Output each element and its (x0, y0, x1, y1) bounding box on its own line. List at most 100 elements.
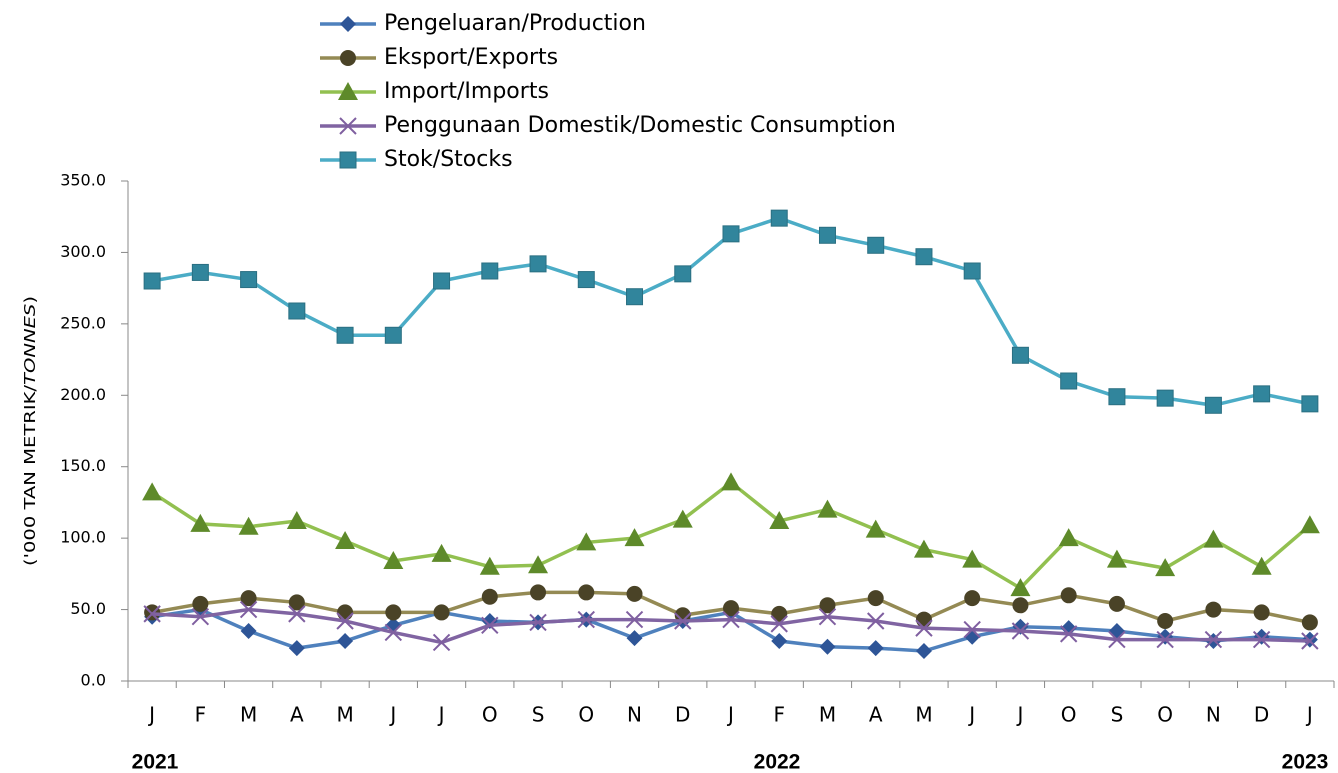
series-line (151, 480, 1312, 591)
y-tick-label: 150.0 (60, 456, 106, 475)
x-tick-label: S (532, 703, 545, 727)
marker (431, 543, 452, 562)
x-tick-label: M (336, 703, 353, 727)
marker (1203, 529, 1224, 548)
marker (818, 226, 836, 244)
marker (433, 272, 451, 290)
marker (625, 610, 644, 629)
legend-label: Pengeluaran/Production (384, 11, 646, 36)
marker (674, 612, 692, 630)
marker (819, 638, 836, 655)
y-label-part: ) (21, 296, 39, 304)
marker (1060, 587, 1077, 604)
marker (1157, 613, 1174, 629)
y-tick-label: 350.0 (60, 171, 106, 190)
marker (384, 623, 403, 642)
x-tick-label: O (578, 703, 594, 727)
marker (481, 262, 499, 280)
y-axis-label: ('000 TAN METRIK/TONNES) (21, 296, 39, 566)
marker (578, 584, 595, 601)
x-tick-label: J (388, 703, 396, 727)
x-tick-label: F (195, 703, 207, 727)
marker (722, 225, 740, 243)
marker (769, 511, 790, 529)
legend-marker (339, 117, 357, 135)
marker (286, 511, 307, 529)
marker (818, 608, 837, 626)
marker (336, 326, 354, 344)
marker (240, 271, 258, 289)
marker (626, 630, 643, 647)
marker (962, 549, 983, 568)
marker (674, 265, 692, 283)
marker (190, 513, 211, 532)
year-label: 2021 (132, 751, 179, 773)
legend-label: Import/Imports (384, 79, 549, 104)
marker (1253, 628, 1270, 645)
marker (1058, 528, 1079, 547)
x-tick-label: J (1015, 703, 1023, 727)
legend-label: Stok/Stocks (384, 147, 513, 172)
legend-label: Penggunaan Domestik/Domestic Consumption (384, 113, 896, 138)
legend-marker (340, 16, 356, 32)
marker (577, 610, 595, 629)
marker (626, 288, 644, 306)
marker (1252, 630, 1271, 649)
marker (721, 472, 741, 491)
marker (913, 539, 934, 558)
marker (142, 482, 163, 501)
x-tick-label: A (290, 703, 304, 727)
marker (867, 236, 885, 254)
x-tick-label: D (1254, 703, 1269, 727)
marker (819, 597, 836, 614)
marker (1253, 385, 1271, 403)
y-tick-label: 300.0 (60, 242, 106, 261)
marker (865, 519, 886, 538)
marker (1156, 630, 1174, 649)
x-tick-label: J (726, 703, 734, 727)
marker (481, 616, 499, 634)
marker (288, 594, 305, 611)
x-tick-label: S (1111, 703, 1124, 727)
x-tick-label: J (147, 703, 155, 727)
y-tick-label: 200.0 (60, 385, 106, 404)
marker (1106, 549, 1127, 568)
marker (1299, 515, 1320, 534)
x-tick-label: M (915, 703, 932, 727)
series-line (151, 216, 1311, 408)
marker (963, 620, 981, 639)
y-tick-label: 0.0 (81, 671, 106, 690)
x-tick-label: M (819, 703, 836, 727)
marker (915, 611, 932, 628)
marker (1204, 630, 1223, 649)
marker (240, 623, 257, 639)
marker (915, 643, 932, 659)
marker (722, 610, 740, 629)
x-tick-label: D (675, 703, 690, 727)
marker (867, 640, 884, 657)
marker (1059, 625, 1078, 643)
x-tick-label: O (1061, 703, 1077, 727)
marker (1205, 601, 1222, 618)
marker (337, 633, 354, 649)
marker (383, 551, 404, 569)
marker (528, 555, 549, 574)
marker (1060, 372, 1078, 390)
marker (191, 263, 209, 281)
marker (238, 516, 259, 535)
x-tick-label: M (240, 703, 257, 727)
x-tick-label: J (437, 703, 445, 727)
marker (1011, 622, 1030, 640)
marker (1251, 556, 1272, 575)
marker (191, 608, 210, 626)
marker (529, 255, 547, 273)
marker (335, 531, 356, 549)
marker (867, 612, 885, 630)
marker (288, 640, 305, 657)
year-label: 2022 (754, 751, 801, 773)
marker (384, 326, 402, 344)
x-tick-label: F (773, 703, 785, 727)
legend-marker (338, 82, 358, 100)
marker (1204, 396, 1222, 414)
